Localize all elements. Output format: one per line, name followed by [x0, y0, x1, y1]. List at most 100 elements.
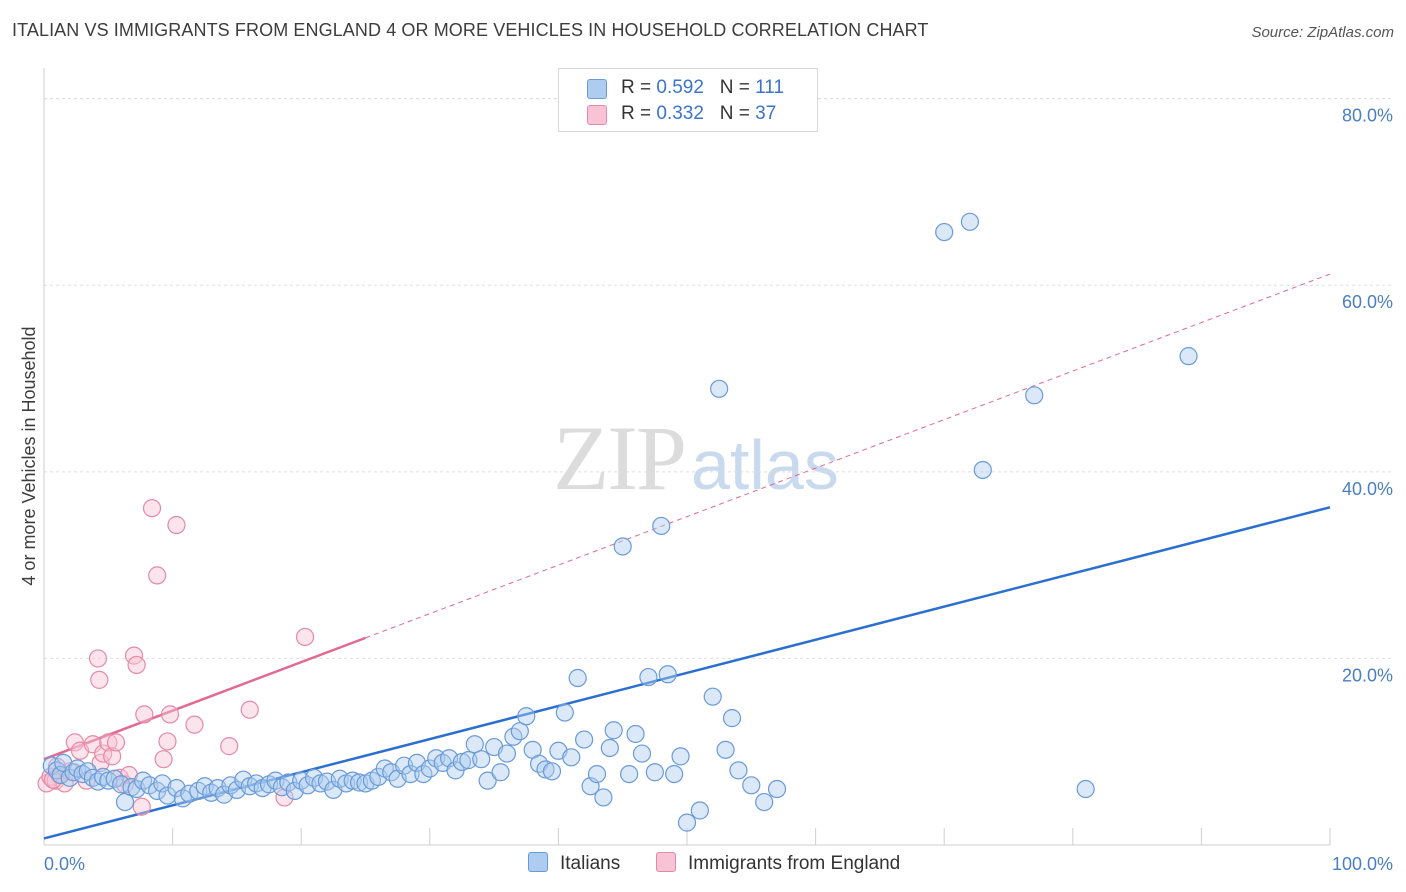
- england-point: [240, 700, 259, 719]
- bottom-legend-label-italians: Italians: [560, 853, 621, 874]
- italians-point: [652, 516, 671, 536]
- england-point: [148, 566, 167, 585]
- italians-point: [497, 744, 517, 763]
- italians-point: [587, 764, 607, 784]
- italians-point: [542, 762, 562, 781]
- italians-point: [767, 779, 787, 799]
- england-point: [142, 499, 162, 518]
- y-tick-label: 20.0%: [1342, 665, 1393, 685]
- italians-point: [1076, 779, 1095, 799]
- italians-points: [42, 212, 1198, 832]
- legend-r-value: 0.592: [656, 77, 704, 98]
- italians-point: [960, 212, 980, 231]
- legend-swatch-england: [587, 105, 607, 125]
- italians-point: [1179, 347, 1198, 366]
- italians-point: [568, 668, 587, 688]
- italians-point: [1025, 386, 1044, 405]
- legend-n-label: N =: [719, 103, 756, 124]
- england-point: [220, 737, 239, 756]
- italians-point: [562, 748, 581, 767]
- italians-point: [401, 764, 420, 784]
- italians-point: [632, 744, 652, 763]
- legend-n-value: 111: [755, 77, 785, 98]
- england-point: [127, 655, 146, 675]
- y-tick-label: 60.0%: [1342, 292, 1393, 312]
- italians-point: [703, 687, 722, 706]
- bottom-legend-label-england: Immigrants from England: [688, 853, 901, 874]
- england-point: [167, 515, 186, 535]
- italians-point: [710, 379, 729, 398]
- italians-point: [594, 788, 613, 807]
- chart-title: ITALIAN VS IMMIGRANTS FROM ENGLAND 4 OR …: [12, 20, 929, 40]
- italians-point: [575, 730, 594, 749]
- italians-point: [626, 724, 645, 744]
- italians-point: [604, 721, 623, 740]
- italians-point: [665, 764, 684, 784]
- axes: [43, 68, 1331, 846]
- trendline-england: [43, 636, 366, 761]
- italians-point: [536, 760, 555, 779]
- watermark-zip: ZIP: [553, 407, 687, 509]
- england-point: [160, 705, 180, 724]
- italians-point: [935, 222, 954, 242]
- legend-n-value: 37: [755, 103, 777, 124]
- italians-point: [690, 801, 709, 820]
- england-point: [132, 797, 151, 816]
- england-point: [154, 750, 173, 769]
- england-point: [99, 733, 118, 752]
- legend-swatch-italians: [587, 79, 607, 99]
- legend-r-value: 0.332: [656, 103, 704, 124]
- y-tick-label: 40.0%: [1342, 479, 1393, 499]
- italians-point: [517, 707, 536, 726]
- italians-point: [613, 537, 632, 556]
- legend-n-label: N =: [719, 77, 756, 98]
- italians-point: [452, 752, 472, 772]
- trendline-england-projection: [365, 273, 1331, 639]
- italians-point: [973, 460, 992, 480]
- england-point: [103, 747, 122, 766]
- bottom-legend-swatch-italians: [528, 852, 548, 872]
- watermark: ZIPatlas: [553, 405, 839, 511]
- italians-point: [645, 763, 664, 782]
- italians-point: [671, 747, 690, 766]
- england-point: [295, 627, 315, 647]
- legend-text-italians: R = 0.592 N = 111: [621, 77, 784, 99]
- italians-point: [472, 750, 491, 769]
- italians-point: [677, 813, 697, 832]
- england-point: [90, 670, 109, 689]
- y-tick-label: 80.0%: [1342, 106, 1393, 126]
- bottom-legend-italians: Italians: [528, 852, 620, 875]
- italians-point: [491, 763, 510, 782]
- bottom-legend-swatch-england: [656, 852, 676, 872]
- grid: [44, 98, 1392, 659]
- italians-point: [658, 665, 677, 684]
- x-tick-label: 0.0%: [44, 854, 85, 874]
- stats-legend: R = 0.592 N = 111 R = 0.332 N = 37: [558, 68, 818, 132]
- legend-text-england: R = 0.332 N = 37: [621, 103, 776, 125]
- italians-point: [68, 759, 87, 778]
- italians-point: [459, 751, 478, 770]
- italians-point: [620, 764, 639, 784]
- tick-labels: 20.0% 40.0% 60.0% 80.0% 0.0% 100.0%: [44, 106, 1393, 874]
- legend-r-label: R =: [621, 77, 657, 98]
- italians-point: [555, 703, 574, 722]
- england-point: [185, 715, 204, 734]
- italians-point: [722, 709, 742, 728]
- italians-point: [600, 738, 619, 758]
- italians-point: [742, 776, 761, 795]
- source-label: Source: ZipAtlas.com: [1251, 24, 1394, 41]
- england-point: [106, 733, 126, 752]
- italians-point: [755, 792, 774, 812]
- england-point: [88, 649, 108, 668]
- england-point: [135, 705, 154, 724]
- y-axis-label: 4 or more Vehicles in Household: [19, 326, 39, 585]
- italians-point: [73, 764, 92, 784]
- italians-point: [729, 761, 748, 780]
- italians-point: [639, 667, 658, 687]
- italians-point: [478, 771, 497, 790]
- england-point: [158, 732, 177, 751]
- x-tick-label: 100.0%: [1332, 854, 1393, 874]
- italians-point: [716, 740, 735, 759]
- watermark-atlas: atlas: [691, 426, 839, 504]
